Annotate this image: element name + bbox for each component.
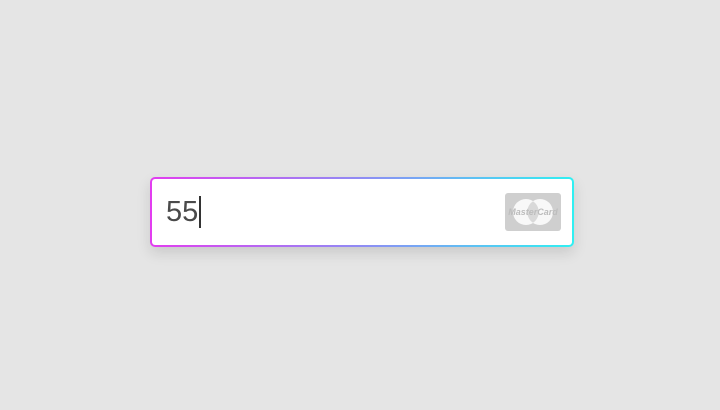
- card-number-field-inner: 55 MasterCard: [152, 179, 572, 245]
- mastercard-icon: MasterCard: [505, 193, 561, 231]
- mastercard-text: MasterCard: [508, 207, 558, 217]
- card-number-field[interactable]: 55 MasterCard: [150, 177, 574, 247]
- card-number-input[interactable]: [152, 179, 492, 245]
